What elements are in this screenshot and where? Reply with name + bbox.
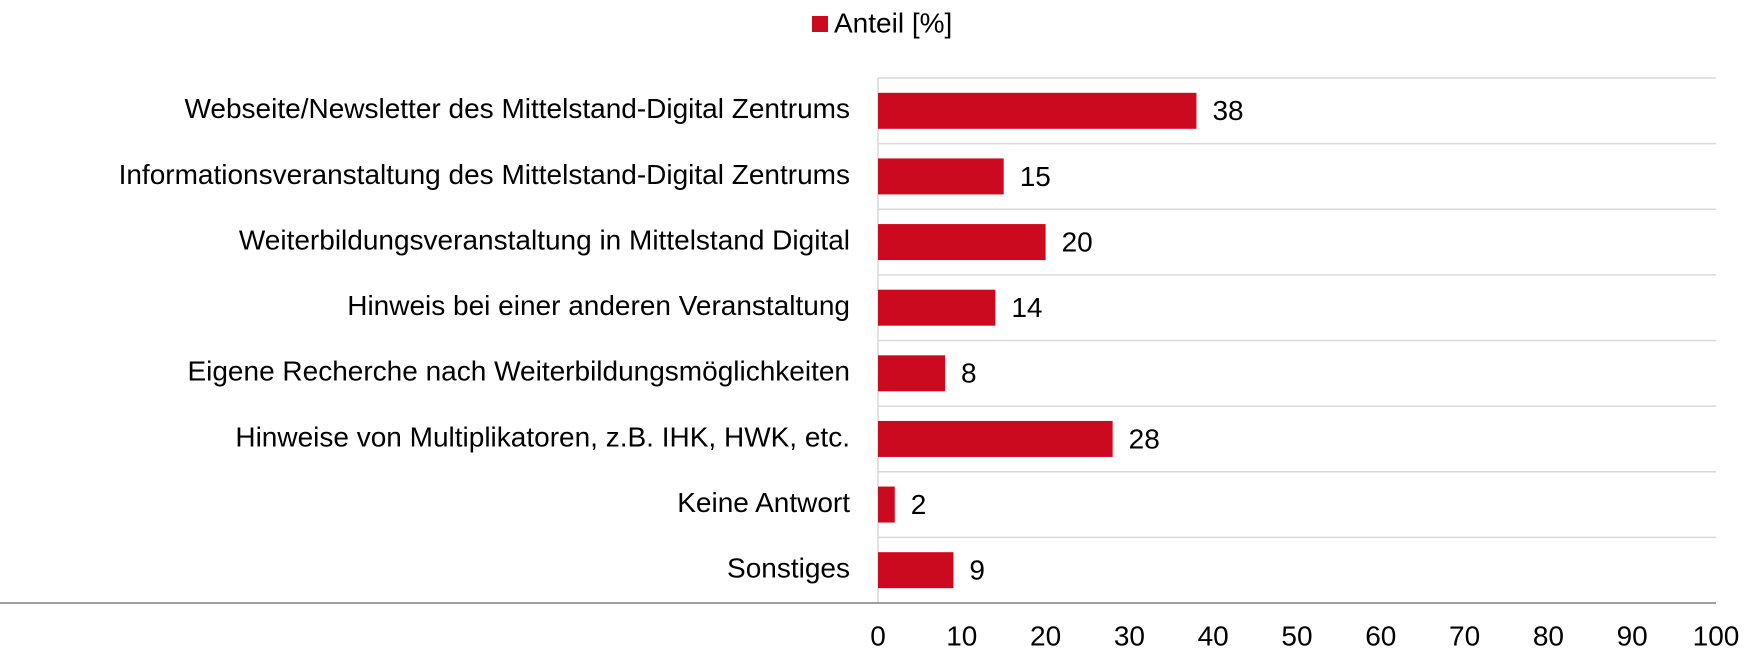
- data-label: 38: [1212, 95, 1243, 126]
- bar: [878, 289, 996, 326]
- y-tick-label: Webseite/Newsletter des Mittelstand-Digi…: [184, 93, 850, 124]
- bar: [878, 420, 1113, 457]
- x-tick-label: 80: [1533, 620, 1564, 651]
- data-label: 9: [969, 555, 985, 586]
- bar: [878, 486, 895, 523]
- bar: [878, 92, 1197, 129]
- data-label: 8: [961, 358, 977, 389]
- x-tick-label: 50: [1281, 620, 1312, 651]
- y-tick-label: Weiterbildungsveranstaltung in Mittelsta…: [239, 224, 850, 255]
- data-label: 15: [1020, 161, 1051, 192]
- y-tick-label: Sonstiges: [727, 553, 850, 584]
- y-tick-label: Keine Antwort: [677, 487, 850, 518]
- bar: [878, 224, 1046, 261]
- x-tick-label: 70: [1449, 620, 1480, 651]
- y-tick-label: Hinweise von Multiplikatoren, z.B. IHK, …: [235, 421, 850, 452]
- y-tick-label: Informationsveranstaltung des Mittelstan…: [119, 159, 850, 190]
- data-label: 2: [911, 489, 927, 520]
- bar: [878, 552, 954, 589]
- x-tick-label: 90: [1617, 620, 1648, 651]
- legend-swatch: [812, 16, 828, 32]
- x-tick-label: 40: [1198, 620, 1229, 651]
- data-label: 28: [1129, 423, 1160, 454]
- x-tick-label: 0: [870, 620, 886, 651]
- y-tick-label: Eigene Recherche nach Weiterbildungsmögl…: [187, 356, 850, 387]
- x-tick-label: 100: [1693, 620, 1740, 651]
- legend-label: Anteil [%]: [834, 7, 952, 38]
- x-tick-label: 10: [946, 620, 977, 651]
- x-tick-label: 30: [1114, 620, 1145, 651]
- bar: [878, 158, 1004, 195]
- y-tick-label: Hinweis bei einer anderen Veranstaltung: [347, 290, 850, 321]
- bar: [878, 355, 946, 392]
- data-label: 14: [1011, 292, 1042, 323]
- data-label: 20: [1062, 226, 1093, 257]
- x-tick-label: 60: [1365, 620, 1396, 651]
- x-tick-label: 20: [1030, 620, 1061, 651]
